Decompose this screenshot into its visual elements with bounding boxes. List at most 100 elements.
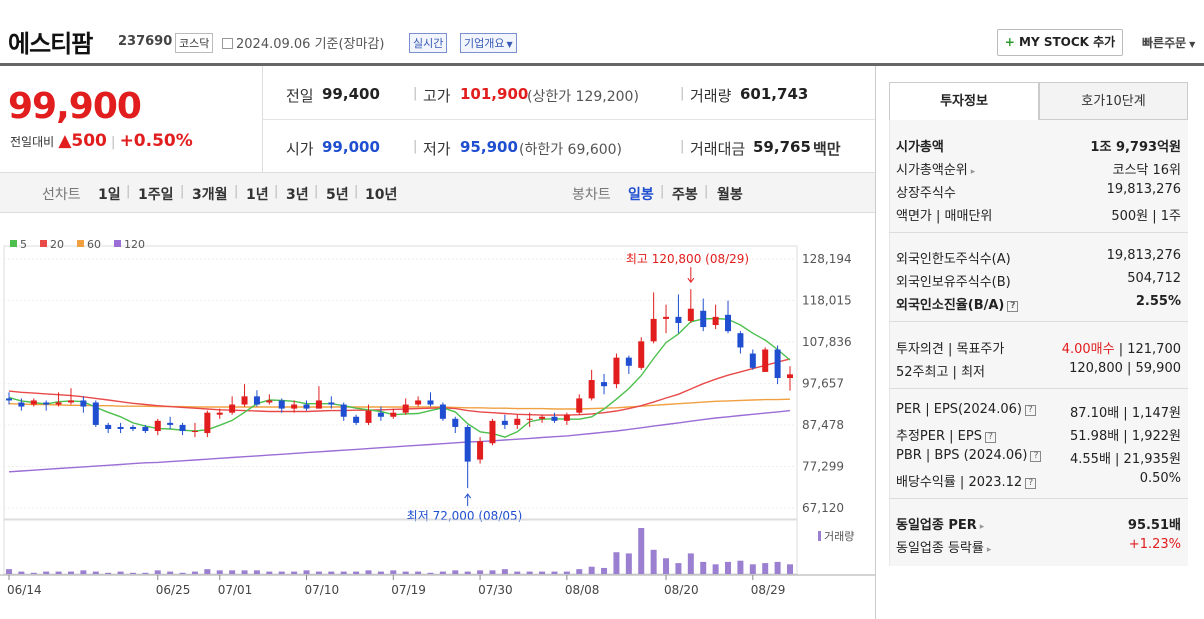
chevron-right-icon: ▸ [986, 545, 992, 555]
candle [291, 400, 298, 413]
period-10y[interactable]: 10년 [365, 187, 398, 203]
candle [154, 418, 161, 436]
high-label: 고가 [423, 87, 451, 105]
y-tick-label: 118,015 [802, 294, 852, 308]
y-tick-label: 128,194 [802, 252, 852, 266]
company-overview-button[interactable]: 기업개요 ▼ [460, 33, 517, 53]
volume-label: 거래량 [690, 87, 732, 105]
volume-bar [353, 571, 360, 574]
legend-swatch [77, 240, 84, 247]
candle-body [601, 382, 608, 387]
volume-bar [452, 570, 459, 574]
period-1d[interactable]: 1일 [98, 187, 121, 203]
candle-body [749, 353, 756, 368]
candle-body [80, 400, 87, 407]
quick-order-button[interactable]: 빠른주문 ▼ [1142, 36, 1196, 50]
period-3y[interactable]: 3년 [286, 187, 309, 203]
candle-daily[interactable]: 일봉 [628, 187, 654, 203]
candle [92, 400, 99, 427]
candle [266, 394, 273, 405]
candle [229, 396, 236, 415]
up-arrow-icon [464, 493, 472, 499]
candle-body [712, 316, 719, 326]
price-chart[interactable]: 128,194 118,015 107,836 97,657 87,478 77,299 6… [0, 230, 875, 619]
info-row-g1-1[interactable]: 시가총액순위 ▸ 코스닥 16위 [896, 159, 1181, 178]
candle [576, 394, 583, 415]
info-key: 추정PER | EPS? [896, 425, 996, 444]
period-bar [0, 172, 875, 213]
candle-body [353, 416, 360, 423]
candle-body [551, 416, 558, 421]
candle-body [377, 412, 384, 417]
high-value: 101,900 [460, 85, 529, 103]
legend-label: 60 [87, 238, 101, 251]
ma5-line [8, 317, 791, 438]
realtime-button[interactable]: 실시간 [409, 33, 448, 53]
candle [675, 294, 682, 334]
help-icon[interactable]: ? [1025, 478, 1037, 489]
stock-code: 237690 [118, 34, 173, 49]
volume-bar [601, 567, 608, 574]
current-price: 99,900 [8, 86, 142, 127]
candle-body [105, 424, 112, 429]
candle [415, 396, 422, 407]
period-3m[interactable]: 3개월 [192, 187, 228, 203]
help-icon[interactable]: ? [1024, 405, 1036, 416]
volume-bar [30, 572, 37, 574]
volume-bar [18, 571, 25, 574]
candle-body [576, 398, 583, 413]
volume-bar [6, 569, 12, 574]
candle-body [675, 316, 682, 323]
tab-order-book[interactable]: 호가10단계 [1039, 82, 1188, 120]
volume-bar [415, 571, 422, 574]
info-row-g5-0[interactable]: 동일업종 PER ▸ 95.51배 [896, 514, 1181, 533]
volume-bar [191, 571, 198, 574]
candle-body [117, 426, 124, 429]
candle-monthly[interactable]: 월봉 [717, 187, 743, 203]
info-row-g5-1[interactable]: 동일업종 등락률 ▸ +1.23% [896, 537, 1181, 556]
candle-body [588, 380, 595, 399]
help-icon[interactable]: ? [984, 432, 996, 443]
volume-bar [613, 552, 620, 574]
info-row-g1-0: 시가총액 1조 9,793억원 [896, 136, 1181, 155]
candle [278, 398, 285, 413]
candle [315, 386, 322, 409]
candle-weekly[interactable]: 주봉 [672, 187, 698, 203]
x-tick-label: 08/29 [751, 583, 786, 597]
x-tick-label: 07/19 [391, 583, 426, 597]
candle-body [30, 400, 37, 405]
candle-body [154, 420, 161, 432]
add-mystock-button[interactable]: + MY STOCK 추가 [997, 29, 1123, 56]
y-tick-label: 87,478 [802, 418, 844, 432]
period-1y[interactable]: 1년 [246, 187, 269, 203]
candle [353, 414, 360, 425]
candle-body [216, 412, 223, 415]
prev-value: 99,400 [322, 85, 380, 103]
candle [328, 396, 335, 409]
volume-bar [650, 549, 657, 574]
candle-body [625, 357, 632, 366]
legend-swatch [40, 240, 47, 247]
volume-bar [427, 572, 434, 574]
ma60-line [8, 398, 791, 410]
candle [787, 366, 793, 391]
header-divider [0, 63, 1204, 66]
volume-bar [588, 566, 595, 574]
volume-bar [43, 571, 50, 574]
period-5y[interactable]: 5년 [326, 187, 349, 203]
help-icon[interactable]: ? [1007, 301, 1019, 312]
info-value: 87.10배 | 1,147원 [1070, 406, 1181, 421]
help-icon[interactable]: ? [1030, 451, 1042, 462]
period-1w[interactable]: 1주일 [138, 187, 174, 203]
legend-label: 120 [124, 238, 145, 251]
candle [563, 412, 570, 425]
volume-bar [787, 564, 793, 574]
candle-body [204, 412, 211, 434]
candle-body [303, 404, 310, 409]
calendar-icon [222, 38, 233, 49]
chevron-right-icon: ▸ [970, 167, 976, 177]
candle-body [402, 404, 409, 413]
info-row-g1-3: 액면가 | 매매단위 500원 | 1주 [896, 205, 1181, 224]
tab-invest-info[interactable]: 투자정보 [889, 82, 1039, 120]
volume-bar [278, 571, 285, 574]
